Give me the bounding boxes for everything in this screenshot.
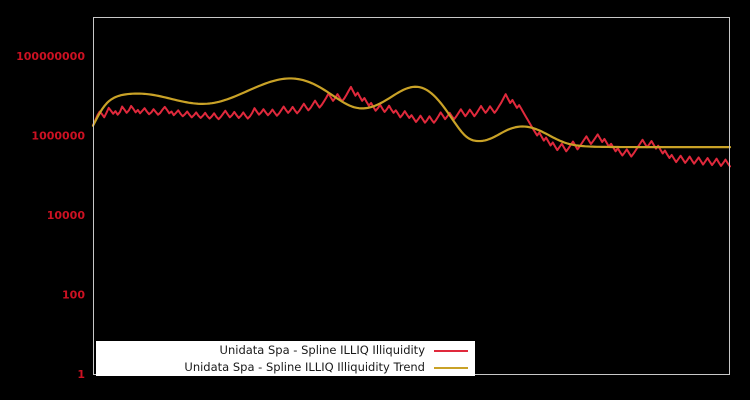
legend-entry-illiquidity[interactable]: Unidata Spa - Spline ILLIQ Illiquidity <box>97 342 474 359</box>
y-axis-tick-labels: 1 100 10000 1000000 100000000 <box>16 50 85 381</box>
plot-axis-frame <box>93 17 730 375</box>
plot-area-background <box>93 17 730 375</box>
y-axis-tick-label: 100 <box>62 288 85 301</box>
y-axis-tick-label: 1000000 <box>31 129 85 142</box>
chart-series-group <box>91 77 732 168</box>
legend-label-illiquidity-trend: Unidata Spa - Spline ILLIQ Illiquidity T… <box>184 360 425 374</box>
legend-label-illiquidity: Unidata Spa - Spline ILLIQ Illiquidity <box>219 343 425 357</box>
legend-swatch-illiquidity-trend <box>434 366 468 369</box>
y-axis-tick-label: 10000 <box>47 209 86 222</box>
legend-entry-illiquidity-trend[interactable]: Unidata Spa - Spline ILLIQ Illiquidity T… <box>97 359 474 376</box>
series-line-illiquidity <box>92 85 731 168</box>
y-axis-tick-label: 100000000 <box>16 50 85 63</box>
series-line-illiquidity-trend <box>91 77 732 149</box>
y-axis-tick-label: 1 <box>77 368 85 381</box>
legend-swatch-illiquidity <box>434 349 468 352</box>
chart-legend[interactable]: Unidata Spa - Spline ILLIQ Illiquidity U… <box>96 341 475 376</box>
